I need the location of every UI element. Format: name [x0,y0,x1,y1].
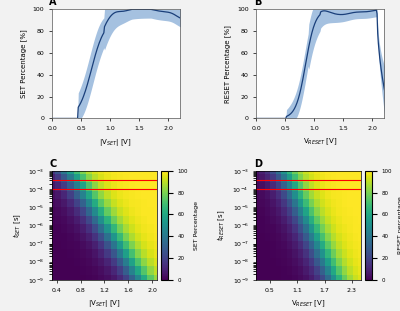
Y-axis label: RESET percentage: RESET percentage [398,197,400,254]
X-axis label: |V$_{SET}$| [V]: |V$_{SET}$| [V] [100,137,132,148]
Y-axis label: SET Percentage [%]: SET Percentage [%] [20,30,27,98]
X-axis label: V$_{RESET}$ [V]: V$_{RESET}$ [V] [303,137,338,147]
Text: D: D [254,159,262,169]
Text: C: C [50,159,57,169]
Y-axis label: SET Percentage: SET Percentage [194,201,198,250]
Y-axis label: $t_{RESET}$ [s]: $t_{RESET}$ [s] [216,210,227,241]
X-axis label: |V$_{SET}$| [V]: |V$_{SET}$| [V] [88,298,121,309]
Text: A: A [50,0,57,7]
X-axis label: V$_{RESET}$ [V]: V$_{RESET}$ [V] [291,298,326,309]
Text: B: B [254,0,261,7]
Y-axis label: $t_{SET}$ [s]: $t_{SET}$ [s] [11,213,23,238]
Y-axis label: RESET Percentage [%]: RESET Percentage [%] [225,25,232,103]
